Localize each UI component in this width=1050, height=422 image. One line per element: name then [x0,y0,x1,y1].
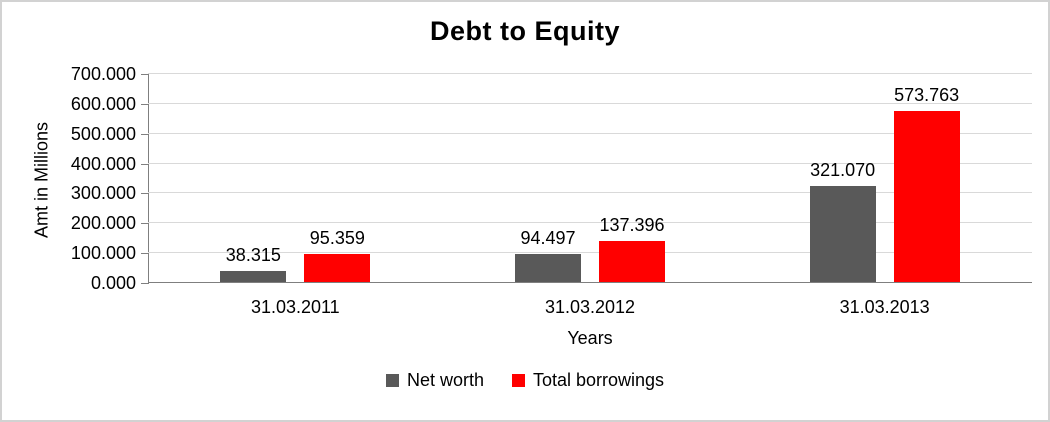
gridline [148,222,1032,224]
y-tick-label: 100.000 [70,243,136,264]
y-tick-mark [141,193,148,195]
bar-total-borrowings [599,240,665,282]
y-tick-label: 700.000 [70,64,136,84]
bar-total-borrowings [304,253,371,282]
bar-value-label: 94.497 [520,227,576,248]
gridline [148,132,1032,134]
y-tick-mark [141,74,148,75]
y-tick-mark [141,223,148,225]
y-tick-label: 500.000 [70,123,136,144]
bar-net-worth [515,253,581,282]
y-tick-mark [141,133,148,135]
bar-value-label: 95.359 [309,227,365,248]
y-axis-line [148,74,149,284]
legend-swatch-icon [385,374,399,387]
gridline [148,73,1032,74]
y-tick-label: 0.000 [90,273,136,293]
gridline [148,192,1032,194]
chart-title: Debt to Equity [430,16,620,46]
bar-value-label: 38.315 [225,244,281,265]
legend-item-total-borrowings: Total borrowings [511,370,665,391]
legend: Net worth Total borrowings [2,370,1048,391]
y-tick-label: 400.000 [70,153,136,174]
bar-net-worth [809,186,876,282]
legend-swatch-icon [511,374,525,387]
x-axis-line [148,282,1032,283]
y-tick-label: 600.000 [70,93,136,114]
legend-label: Total borrowings [532,370,665,390]
bar-value-label: 321.070 [810,160,876,181]
x-tick-label: 31.03.2013 [839,297,930,317]
bar-value-label: 573.763 [894,84,960,105]
bar-net-worth [220,270,287,282]
legend-item-net-worth: Net worth [385,370,484,391]
y-tick-label: 300.000 [70,183,136,204]
y-tick-label: 200.000 [70,213,136,234]
gridline [148,252,1032,254]
x-tick-label: 31.03.2011 [250,297,340,317]
gridline [148,102,1032,104]
x-tick-label: 31.03.2012 [544,297,636,317]
y-tick-mark [141,163,148,165]
plot-area: 38.315 95.359 94.497 137.396 321.070 573.763 [148,73,1032,283]
gridline [148,162,1032,164]
bar-total-borrowings [893,110,960,282]
y-tick-mark [141,283,148,284]
y-tick-mark [141,103,148,105]
bar-value-label: 137.396 [599,214,665,235]
x-axis-title: Years [567,328,613,348]
legend-label: Net worth [406,370,484,390]
y-tick-mark [141,253,148,255]
